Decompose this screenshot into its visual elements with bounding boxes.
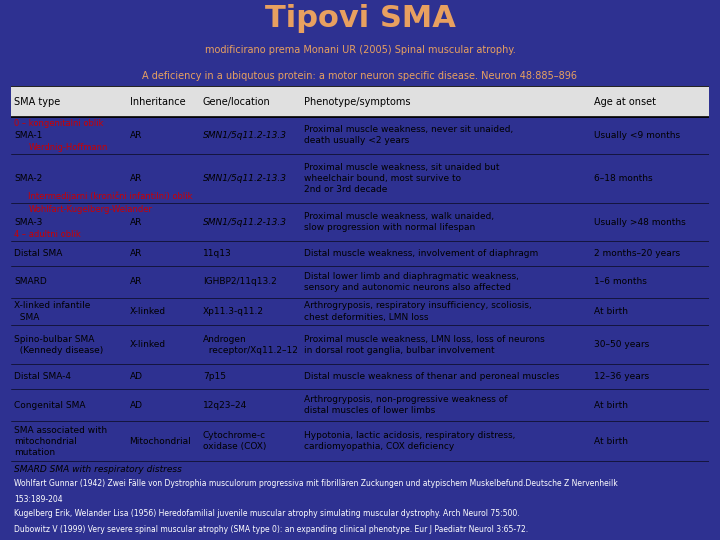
Text: AR: AR bbox=[130, 218, 142, 227]
Text: Gene/location: Gene/location bbox=[203, 97, 271, 106]
Text: Wohlfart-Kugelberg-Welander: Wohlfart-Kugelberg-Welander bbox=[28, 205, 152, 214]
Text: 0 – kongenitalni oblik: 0 – kongenitalni oblik bbox=[14, 119, 104, 128]
Text: SMA-1: SMA-1 bbox=[14, 131, 42, 140]
Text: Distal SMA-4: Distal SMA-4 bbox=[14, 372, 71, 381]
Text: At birth: At birth bbox=[594, 401, 628, 410]
Text: AR: AR bbox=[130, 278, 142, 286]
Text: Distal lower limb and diaphragmatic weakness,
sensory and autonomic neurons also: Distal lower limb and diaphragmatic weak… bbox=[304, 272, 519, 292]
Text: SMA-3: SMA-3 bbox=[14, 218, 42, 227]
Text: Cytochrome-c
oxidase (COX): Cytochrome-c oxidase (COX) bbox=[203, 431, 266, 451]
Text: Usually >48 months: Usually >48 months bbox=[594, 218, 685, 227]
Text: Werdnig-Hoffmann: Werdnig-Hoffmann bbox=[28, 143, 107, 152]
Text: SMN1/5q11.2-13.3: SMN1/5q11.2-13.3 bbox=[203, 218, 287, 227]
Text: Usually <9 months: Usually <9 months bbox=[594, 131, 680, 140]
Text: 153:189-204: 153:189-204 bbox=[14, 495, 63, 504]
Text: 4 – adultni oblik: 4 – adultni oblik bbox=[14, 230, 81, 239]
Text: SMN1/5q11.2-13.3: SMN1/5q11.2-13.3 bbox=[203, 174, 287, 183]
Text: Proximal muscle weakness, sit unaided but
wheelchair bound, most survive to
2nd : Proximal muscle weakness, sit unaided bu… bbox=[304, 163, 500, 194]
Text: Dubowitz V (1999) Very severe spinal muscular atrophy (SMA type 0): an expanding: Dubowitz V (1999) Very severe spinal mus… bbox=[14, 525, 528, 534]
Text: Tipovi SMA: Tipovi SMA bbox=[264, 4, 456, 33]
Text: 30–50 years: 30–50 years bbox=[594, 340, 649, 349]
Text: Proximal muscle weakness, walk unaided,
slow progression with normal lifespan: Proximal muscle weakness, walk unaided, … bbox=[304, 212, 494, 232]
Text: Intermedijarni (kronični infantilni) oblik: Intermedijarni (kronični infantilni) obl… bbox=[28, 192, 193, 201]
Text: AD: AD bbox=[130, 372, 143, 381]
Text: AR: AR bbox=[130, 249, 142, 258]
Text: At birth: At birth bbox=[594, 437, 628, 445]
Text: SMARD SMA with respiratory distress: SMARD SMA with respiratory distress bbox=[14, 465, 182, 474]
Text: Proximal muscle weakness, LMN loss, loss of neurons
in dorsal root ganglia, bulb: Proximal muscle weakness, LMN loss, loss… bbox=[304, 335, 545, 355]
Text: X-linked: X-linked bbox=[130, 307, 166, 316]
Text: 6–18 months: 6–18 months bbox=[594, 174, 652, 183]
Text: Kugelberg Erik, Welander Lisa (1956) Heredofamilial juvenile muscular atrophy si: Kugelberg Erik, Welander Lisa (1956) Her… bbox=[14, 509, 520, 518]
Text: Androgen
  receptor/Xq11.2–12: Androgen receptor/Xq11.2–12 bbox=[203, 335, 298, 355]
Text: modificirano prema Monani UR (2005) Spinal muscular atrophy.: modificirano prema Monani UR (2005) Spin… bbox=[204, 45, 516, 55]
Text: Proximal muscle weakness, never sit unaided,
death usually <2 years: Proximal muscle weakness, never sit unai… bbox=[304, 125, 513, 145]
Text: Arthrogryposis, non-progressive weakness of
distal muscles of lower limbs: Arthrogryposis, non-progressive weakness… bbox=[304, 395, 508, 415]
Text: SMA type: SMA type bbox=[14, 97, 60, 106]
Text: 2 months–20 years: 2 months–20 years bbox=[594, 249, 680, 258]
Bar bbox=[11, 86, 709, 117]
Text: SMN1/5q11.2-13.3: SMN1/5q11.2-13.3 bbox=[203, 131, 287, 140]
Text: AR: AR bbox=[130, 131, 142, 140]
Text: Age at onset: Age at onset bbox=[594, 97, 656, 106]
Text: AR: AR bbox=[130, 174, 142, 183]
Text: 12q23–24: 12q23–24 bbox=[203, 401, 247, 410]
Text: Congenital SMA: Congenital SMA bbox=[14, 401, 86, 410]
Text: Hypotonia, lactic acidosis, respiratory distress,
cardiomyopathia, COX deficienc: Hypotonia, lactic acidosis, respiratory … bbox=[304, 431, 516, 451]
Text: SMARD: SMARD bbox=[14, 278, 47, 286]
Text: Inheritance: Inheritance bbox=[130, 97, 185, 106]
Text: Distal muscle weakness, involvement of diaphragm: Distal muscle weakness, involvement of d… bbox=[304, 249, 539, 258]
Text: Phenotype/symptoms: Phenotype/symptoms bbox=[304, 97, 410, 106]
Text: IGHBP2/11q13.2: IGHBP2/11q13.2 bbox=[203, 278, 276, 286]
Text: Distal muscle weakness of thenar and peroneal muscles: Distal muscle weakness of thenar and per… bbox=[304, 372, 559, 381]
Text: Arthrogryposis, respiratory insufficiency, scoliosis,
chest deformities, LMN los: Arthrogryposis, respiratory insufficienc… bbox=[304, 301, 532, 322]
Text: Distal SMA: Distal SMA bbox=[14, 249, 63, 258]
Text: 7p15: 7p15 bbox=[203, 372, 226, 381]
Text: 1–6 months: 1–6 months bbox=[594, 278, 647, 286]
Text: X-linked infantile
  SMA: X-linked infantile SMA bbox=[14, 301, 91, 322]
Text: Wohlfart Gunnar (1942) Zwei Fälle von Dystrophia musculorum progressiva mit fibr: Wohlfart Gunnar (1942) Zwei Fälle von Dy… bbox=[14, 479, 618, 488]
Text: Xp11.3-q11.2: Xp11.3-q11.2 bbox=[203, 307, 264, 316]
Text: SMA-2: SMA-2 bbox=[14, 174, 42, 183]
Text: A deficiency in a ubiqutous protein: a motor neuron specific disease. Neuron 48:: A deficiency in a ubiqutous protein: a m… bbox=[143, 71, 577, 81]
Text: 11q13: 11q13 bbox=[203, 249, 232, 258]
Text: At birth: At birth bbox=[594, 307, 628, 316]
Text: AD: AD bbox=[130, 401, 143, 410]
Text: Mitochondrial: Mitochondrial bbox=[130, 437, 192, 445]
Text: 12–36 years: 12–36 years bbox=[594, 372, 649, 381]
Text: SMA associated with
mitochondrial
mutation: SMA associated with mitochondrial mutati… bbox=[14, 426, 107, 457]
Text: Spino-bulbar SMA
  (Kennedy disease): Spino-bulbar SMA (Kennedy disease) bbox=[14, 335, 104, 355]
Text: X-linked: X-linked bbox=[130, 340, 166, 349]
